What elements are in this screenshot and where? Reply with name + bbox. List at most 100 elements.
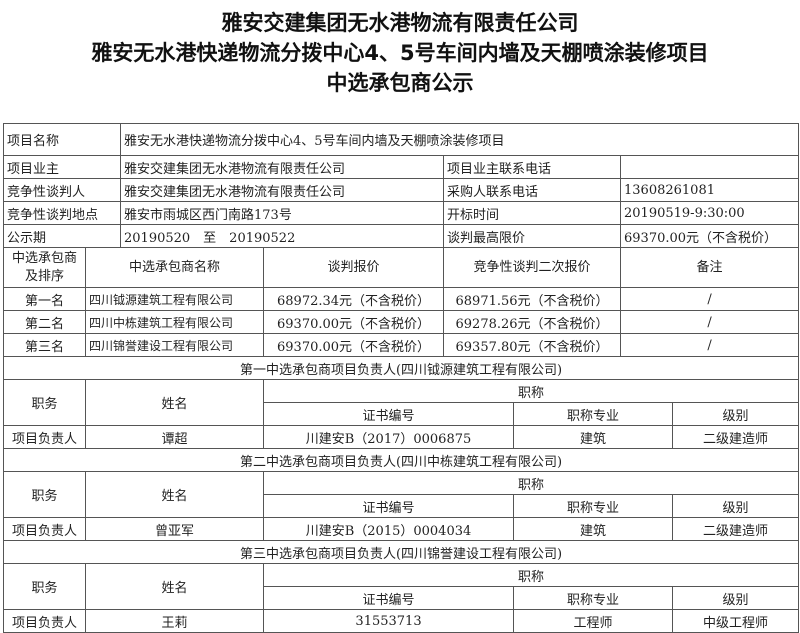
label: 谈判最高限价 xyxy=(443,224,622,248)
header: 职务 xyxy=(3,563,86,610)
name: 王莉 xyxy=(84,609,265,633)
price: 69370.00元（不含税价） xyxy=(263,310,445,334)
header: 姓名 xyxy=(84,471,265,518)
label: 竞争性谈判地点 xyxy=(2,201,122,225)
company: 四川钺源建筑工程有限公司 xyxy=(84,287,265,311)
header: 证书编号 xyxy=(263,402,515,426)
person-section-heading: 第二中选承包商项目负责人(四川中栋建筑工程有限公司) xyxy=(2,448,800,472)
value: 13608261081 xyxy=(620,178,800,202)
value: 69370.00元（不含税价） xyxy=(620,224,800,248)
rank: 第一名 xyxy=(3,287,86,311)
value: 20190520 至 20190522 xyxy=(120,224,445,248)
header: 级别 xyxy=(672,402,800,426)
header: 姓名 xyxy=(84,379,265,426)
person-section-heading: 第三中选承包商项目负责人(四川锦誉建设工程有限公司) xyxy=(2,540,800,564)
rank: 第二名 xyxy=(3,310,86,334)
person-header-row: 职务 姓名 职称 xyxy=(3,379,800,426)
label: 项目业主联系电话 xyxy=(443,155,622,179)
bidder-row: 第三名 四川锦誉建设工程有限公司 69370.00元（不含税价） 69357.80元（… xyxy=(3,333,800,357)
major: 建筑 xyxy=(513,425,674,449)
cert: 川建安B（2015）0004034 xyxy=(263,517,515,541)
header: 证书编号 xyxy=(263,494,515,518)
second-price: 69357.80元（不含税价） xyxy=(443,333,622,357)
section-heading: 第一中选承包商项目负责人(四川钺源建筑工程有限公司) xyxy=(2,356,800,380)
label: 开标时间 xyxy=(443,201,622,225)
role: 项目负责人 xyxy=(3,517,86,541)
bidder-row: 第一名 四川钺源建筑工程有限公司 68972.34元（不含税价） 68971.56元（… xyxy=(3,287,800,311)
header: 职称专业 xyxy=(513,494,674,518)
value: 雅安无水港快递物流分拨中心4、5号车间内墙及天棚喷涂装修项目 xyxy=(120,123,800,156)
cert: 川建安B（2017）0006875 xyxy=(263,425,515,449)
second-price: 68971.56元（不含税价） xyxy=(443,287,622,311)
price: 69370.00元（不含税价） xyxy=(263,333,445,357)
person-row: 项目负责人 曾亚军 川建安B（2015）0004034 建筑 二级建造师 xyxy=(3,517,800,541)
price: 68972.34元（不含税价） xyxy=(263,287,445,311)
second-price: 69278.26元（不含税价） xyxy=(443,310,622,334)
level: 二级建造师 xyxy=(672,517,800,541)
header: 职称 xyxy=(263,471,800,495)
cert: 31553713 xyxy=(263,609,515,633)
person-row: 项目负责人 谭超 川建安B（2017）0006875 建筑 二级建造师 xyxy=(3,425,800,449)
announcement-table: 项目名称 雅安无水港快递物流分拨中心4、5号车间内墙及天棚喷涂装修项目 项目业主雅… xyxy=(2,123,800,633)
header: 职称 xyxy=(263,563,800,587)
label: 项目名称 xyxy=(2,123,122,156)
bidder-row: 第二名 四川中栋建筑工程有限公司 69370.00元（不含税价） 69278.26元（… xyxy=(3,310,800,334)
header: 竞争性谈判二次报价 xyxy=(443,247,622,288)
header: 谈判报价 xyxy=(263,247,445,288)
header: 级别 xyxy=(672,586,800,610)
info-row: 竞争性谈判人 雅安交建集团无水港物流有限责任公司 采购人联系电话 1360826108… xyxy=(2,178,800,202)
title-line-2: 雅安无水港快递物流分拨中心4、5号车间内墙及天棚喷涂装修项目 xyxy=(91,41,709,65)
role: 项目负责人 xyxy=(3,425,86,449)
name: 谭超 xyxy=(84,425,265,449)
major: 工程师 xyxy=(513,609,674,633)
header: 职称专业 xyxy=(513,402,674,426)
major: 建筑 xyxy=(513,517,674,541)
value: 雅安交建集团无水港物流有限责任公司 xyxy=(120,178,445,202)
header: 姓名 xyxy=(84,563,265,610)
info-row: 项目名称 雅安无水港快递物流分拨中心4、5号车间内墙及天棚喷涂装修项目 xyxy=(2,123,800,156)
role: 项目负责人 xyxy=(3,609,86,633)
info-row: 公示期 20190520 至 20190522 谈判最高限价 69370.00元（不含… xyxy=(2,224,800,248)
person-header-row: 职务 姓名 职称 xyxy=(3,471,800,518)
value: 20190519-9:30:00 xyxy=(620,201,800,225)
bidder-header-row: 中选承包商及排序 中选承包商名称 谈判报价 竞争性谈判二次报价 备注 xyxy=(3,247,800,288)
note: / xyxy=(620,287,800,311)
value: 雅安交建集团无水港物流有限责任公司 xyxy=(120,155,445,179)
header: 证书编号 xyxy=(263,586,515,610)
title-line-1: 雅安交建集团无水港物流有限责任公司 xyxy=(221,11,579,35)
header: 备注 xyxy=(620,247,800,288)
note: / xyxy=(620,310,800,334)
name: 曾亚军 xyxy=(84,517,265,541)
title-line-3: 中选承包商公示 xyxy=(326,71,474,95)
rank: 第三名 xyxy=(3,333,86,357)
label: 公示期 xyxy=(2,224,122,248)
header: 职务 xyxy=(3,379,86,426)
section-heading: 第二中选承包商项目负责人(四川中栋建筑工程有限公司) xyxy=(2,448,800,472)
level: 二级建造师 xyxy=(672,425,800,449)
company: 四川锦誉建设工程有限公司 xyxy=(84,333,265,357)
page-title: 雅安交建集团无水港物流有限责任公司 雅安无水港快递物流分拨中心4、5号车间内墙及… xyxy=(0,0,800,112)
info-row: 竞争性谈判地点 雅安市雨城区西门南路173号 开标时间 20190519-9:30:0… xyxy=(2,201,800,225)
header: 职务 xyxy=(3,471,86,518)
info-row: 项目业主 雅安交建集团无水港物流有限责任公司 项目业主联系电话 xyxy=(2,155,800,179)
header: 中选承包商名称 xyxy=(84,247,265,288)
header: 级别 xyxy=(672,494,800,518)
person-section-heading: 第一中选承包商项目负责人(四川钺源建筑工程有限公司) xyxy=(2,356,800,380)
value xyxy=(620,155,800,179)
person-subheader-row: 证书编号 职称专业 级别 xyxy=(4,402,800,426)
person-row: 项目负责人 王莉 31553713 工程师 中级工程师 xyxy=(3,609,800,633)
level: 中级工程师 xyxy=(672,609,800,633)
person-subheader-row: 证书编号 职称专业 级别 xyxy=(4,494,800,518)
value: 雅安市雨城区西门南路173号 xyxy=(120,201,445,225)
header: 职称专业 xyxy=(513,586,674,610)
label: 竞争性谈判人 xyxy=(2,178,122,202)
person-header-row: 职务 姓名 职称 xyxy=(3,563,800,610)
header: 职称 xyxy=(263,379,800,403)
label: 项目业主 xyxy=(2,155,122,179)
note: / xyxy=(620,333,800,357)
label: 采购人联系电话 xyxy=(443,178,622,202)
person-subheader-row: 证书编号 职称专业 级别 xyxy=(4,586,800,610)
header: 中选承包商及排序 xyxy=(3,247,86,288)
section-heading: 第三中选承包商项目负责人(四川锦誉建设工程有限公司) xyxy=(2,540,800,564)
company: 四川中栋建筑工程有限公司 xyxy=(84,310,265,334)
